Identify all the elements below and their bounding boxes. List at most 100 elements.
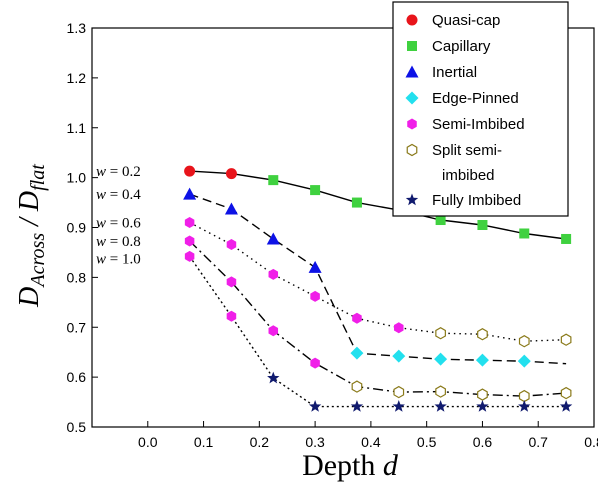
marker-diamond xyxy=(517,354,531,368)
x-tick-label: 0.7 xyxy=(528,434,548,450)
marker-star xyxy=(434,400,447,412)
x-tick-label: 0.1 xyxy=(194,434,214,450)
legend-label: Quasi-cap xyxy=(432,12,500,29)
curve-label-var: w xyxy=(96,234,106,250)
marker-hexagon xyxy=(226,238,237,250)
x-axis-title-variable: d xyxy=(383,449,399,482)
marker-hexagon xyxy=(352,312,362,324)
legend: Quasi-cap Capillary Inertial Edge-Pinned Sem… xyxy=(392,1,569,217)
marker-diamond xyxy=(350,346,364,360)
curve-label: w = 0.4 xyxy=(96,187,141,203)
curve-label: w = 0.8 xyxy=(96,234,141,250)
plot-area xyxy=(183,165,573,412)
y-tick-label: 0.6 xyxy=(67,369,87,385)
marker-diamond xyxy=(392,349,406,363)
y-axis-title-part: Across xyxy=(27,233,49,289)
marker-hexagon xyxy=(226,310,237,322)
marker-star xyxy=(518,400,531,412)
x-axis-title-word: Depth xyxy=(302,449,383,482)
x-tick-label: 0.0 xyxy=(138,434,158,450)
marker-hexagon xyxy=(310,290,320,302)
marker-hexagon xyxy=(184,250,195,262)
series-line xyxy=(189,193,567,365)
series-line xyxy=(189,255,567,408)
x-tick-label: 0.6 xyxy=(473,434,493,450)
marker-square xyxy=(268,175,279,186)
marker-diamond xyxy=(434,352,448,366)
y-tick-label: 0.7 xyxy=(67,319,87,335)
marker-star xyxy=(476,400,489,412)
marker-square xyxy=(435,215,446,226)
marker-star xyxy=(350,400,364,412)
curve-label-value: = 0.2 xyxy=(106,164,141,180)
y-tick-label: 1.3 xyxy=(67,20,87,36)
marker-hexagon-open xyxy=(435,327,446,340)
marker-hexagon-open xyxy=(393,385,405,399)
marker-square xyxy=(477,220,488,231)
marker-hexagon xyxy=(394,322,404,334)
x-tick-label: 0.3 xyxy=(305,434,325,450)
curve-label: w = 1.0 xyxy=(96,251,141,267)
curve-label-var: w xyxy=(96,187,106,203)
marker-square xyxy=(519,228,530,239)
curve-label-var: w xyxy=(96,251,106,267)
marker-circle xyxy=(406,14,418,26)
y-axis-title-part: / xyxy=(14,211,45,233)
y-axis-title-part: D xyxy=(14,191,45,212)
marker-triangle xyxy=(405,65,419,78)
curve-label-value: = 1.0 xyxy=(106,251,141,267)
marker-hexagon-open xyxy=(518,389,530,403)
marker-hexagon xyxy=(184,235,195,247)
marker-square xyxy=(351,197,362,208)
marker-hexagon-open xyxy=(477,328,488,341)
legend-label: Split semi- xyxy=(432,142,502,159)
marker-hexagon-open xyxy=(406,143,418,157)
y-tick-label: 1.1 xyxy=(67,120,87,136)
y-axis-title: DAcross / Dflat xyxy=(14,164,49,308)
curve-label-var: w xyxy=(96,164,106,180)
x-axis-title: Depth d xyxy=(302,449,399,482)
x-tick-label: 0.5 xyxy=(417,434,437,450)
marker-diamond xyxy=(405,91,419,105)
x-tick-label: 0.2 xyxy=(250,434,270,450)
curve-labels: w = 0.2w = 0.4w = 0.6w = 0.8w = 1.0 xyxy=(96,164,141,267)
marker-hexagon-open xyxy=(560,386,572,400)
y-tick-label: 1.2 xyxy=(67,70,87,86)
marker-hexagon-open xyxy=(435,385,446,398)
legend-label: Edge-Pinned xyxy=(432,90,519,107)
marker-hexagon xyxy=(310,357,320,369)
series-line xyxy=(189,170,567,240)
curve-label: w = 0.2 xyxy=(96,164,141,180)
marker-square xyxy=(407,41,417,51)
curve-label-value: = 0.6 xyxy=(106,216,141,232)
curve-label-var: w xyxy=(96,216,106,232)
y-tick-label: 1.0 xyxy=(67,170,87,186)
y-axis-title-part: flat xyxy=(27,164,49,191)
marker-hexagon xyxy=(184,217,195,229)
marker-triangle xyxy=(308,260,322,273)
legend-label: Semi-Imbibed xyxy=(432,116,525,133)
marker-star xyxy=(308,400,322,412)
marker-star xyxy=(267,371,280,384)
marker-star xyxy=(559,400,573,412)
marker-star xyxy=(405,193,419,206)
marker-hexagon-open xyxy=(560,333,572,346)
marker-triangle xyxy=(266,232,280,245)
marker-diamond xyxy=(475,353,489,367)
marker-hexagon xyxy=(268,268,279,280)
marker-hexagon-open xyxy=(477,388,488,401)
y-tick-label: 0.8 xyxy=(67,269,87,285)
marker-hexagon xyxy=(226,276,237,288)
curve-label: w = 0.6 xyxy=(96,216,141,232)
marker-hexagon xyxy=(407,118,417,130)
marker-circle xyxy=(225,168,237,180)
legend-label: Fully Imbibed xyxy=(432,192,521,209)
marker-hexagon xyxy=(268,325,279,337)
marker-hexagon-open xyxy=(351,380,363,393)
legend-box xyxy=(392,1,569,217)
marker-star xyxy=(392,400,405,412)
marker-triangle xyxy=(224,202,238,215)
series-line xyxy=(189,221,567,342)
axes: 0.0 0.1 0.2 0.3 0.4 0.5 0.6 0.7 0.8 0.5 0.6 0.7 0.8 0… xyxy=(14,20,598,450)
